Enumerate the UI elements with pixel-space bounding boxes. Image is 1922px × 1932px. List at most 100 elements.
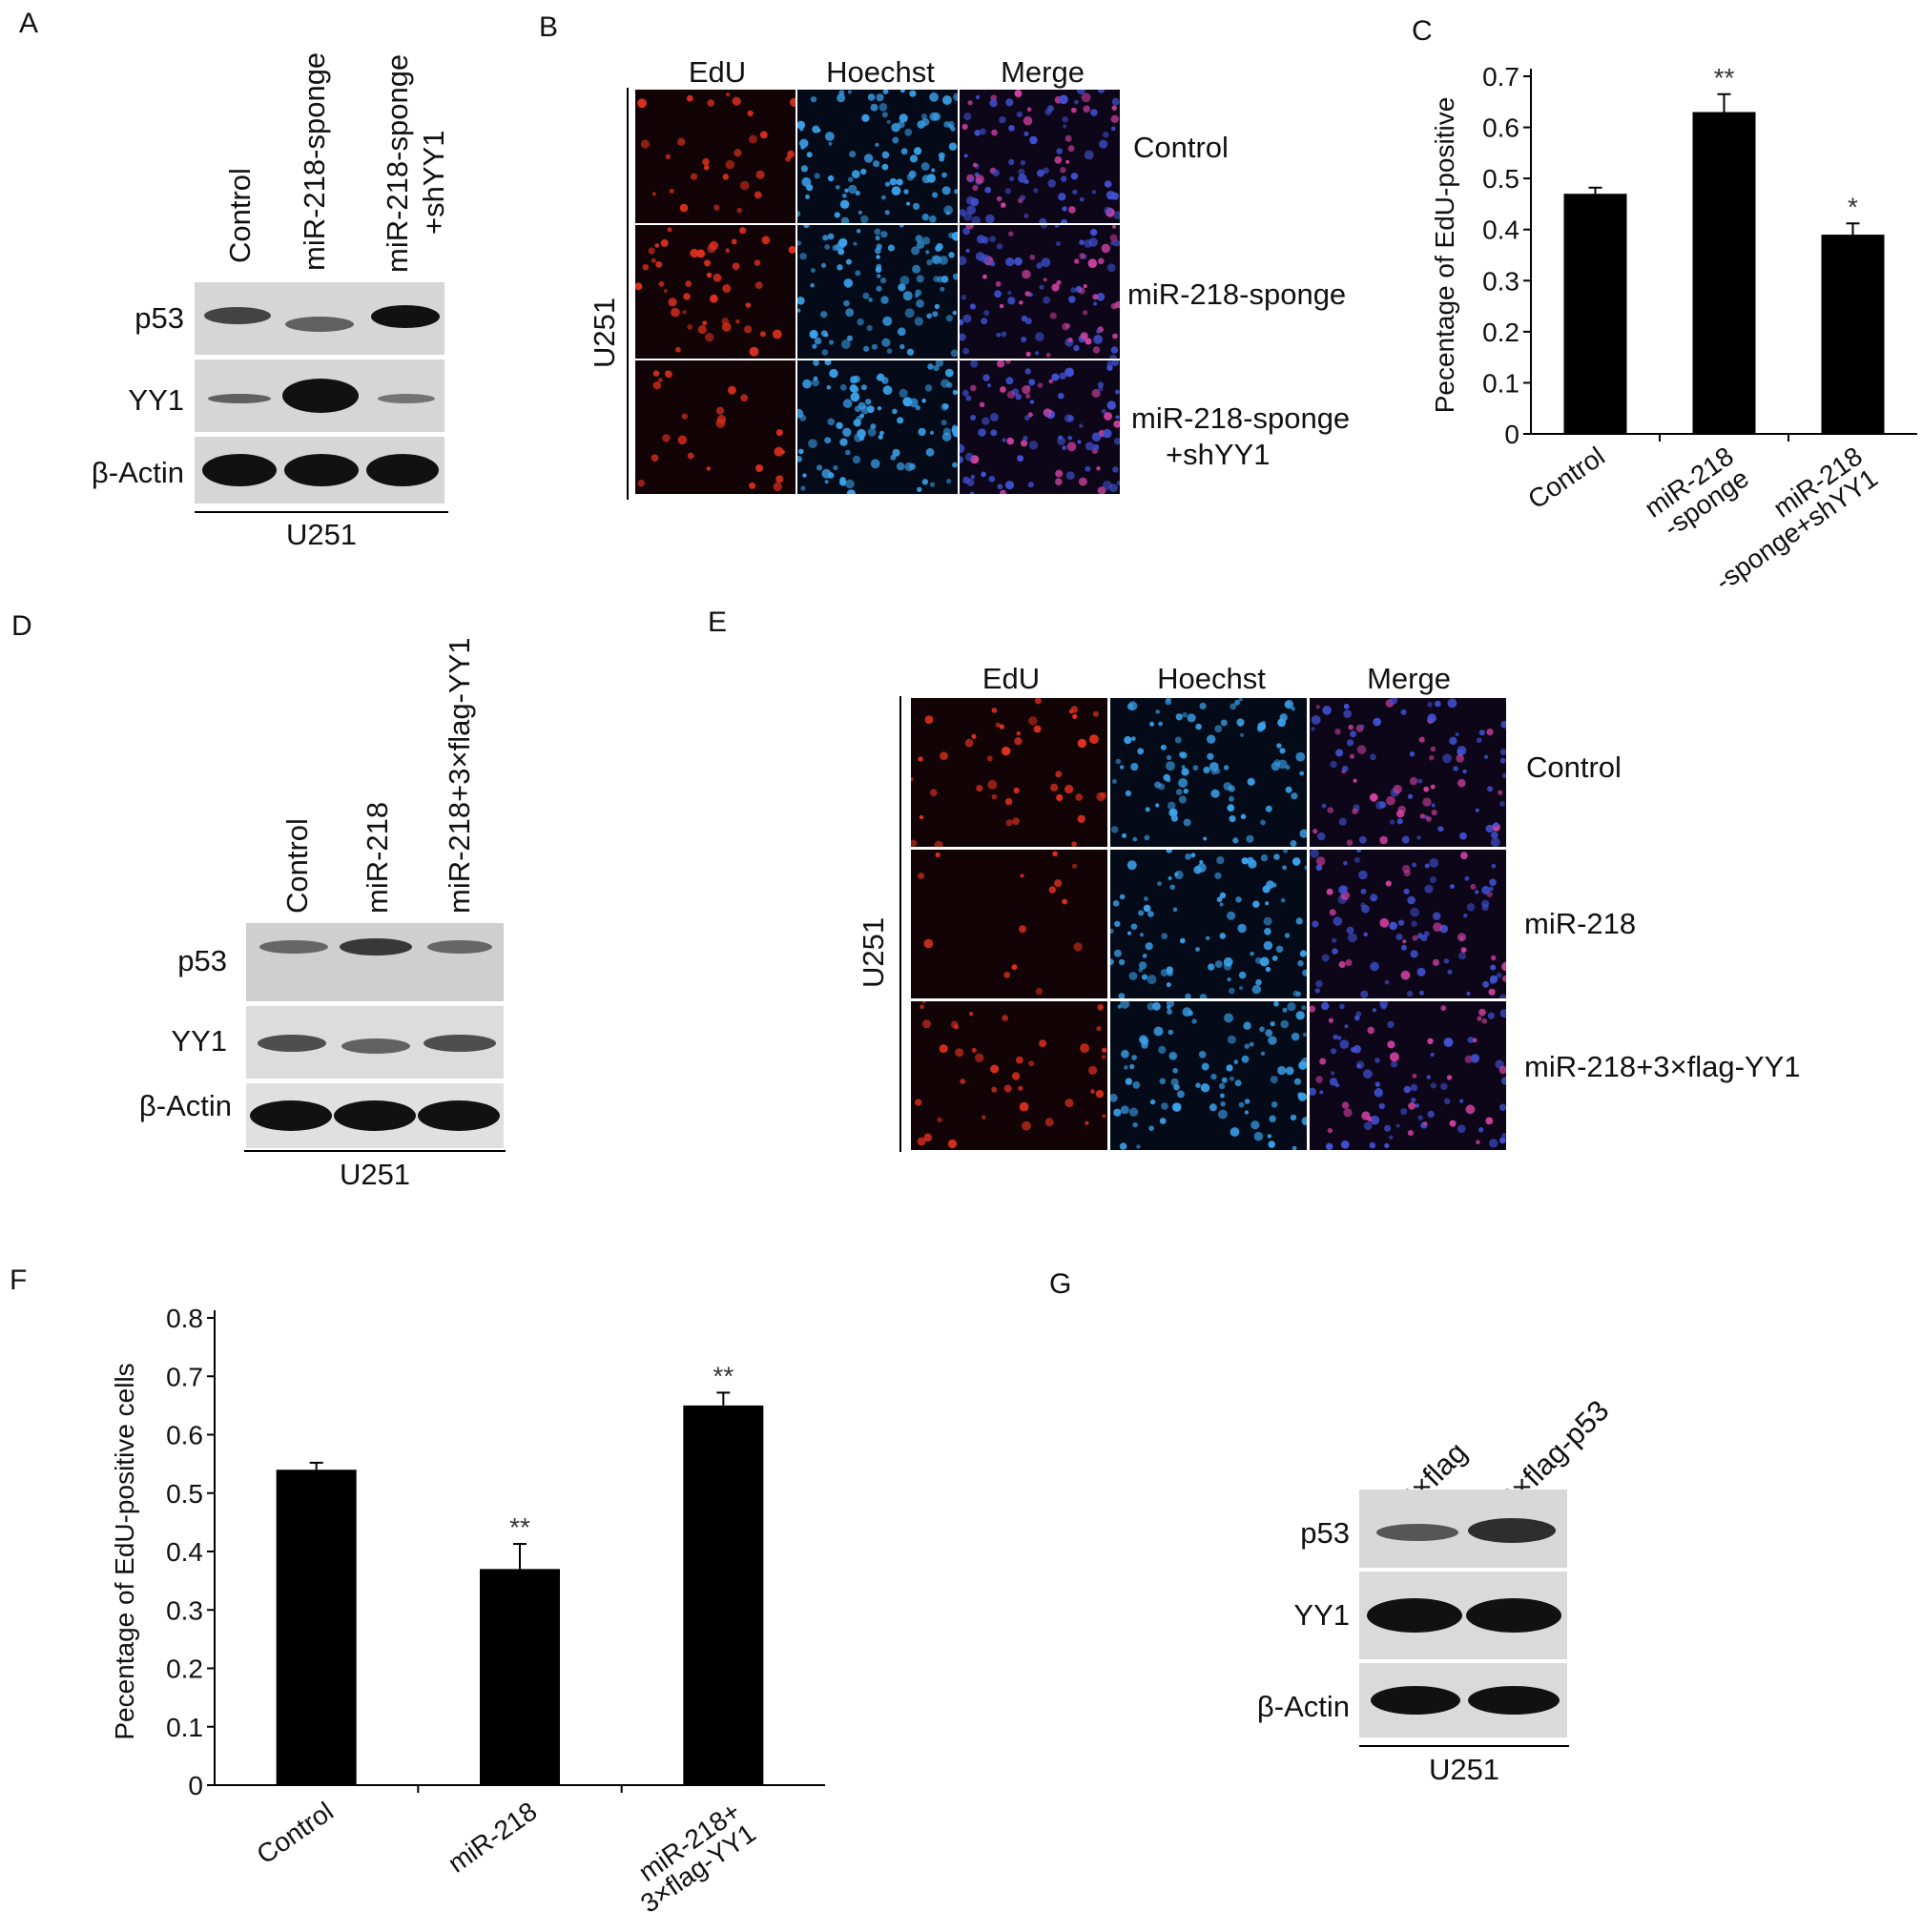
chart-c: 0 0.1 0.2 0.3 0.4 0.5 0.6 0.7 Control ** miR-218-s… bbox=[1430, 62, 1917, 591]
panel-a-letter: A bbox=[19, 8, 39, 39]
x-tick-label: miR-218 bbox=[443, 1797, 542, 1879]
row-label: +shYY1 bbox=[1166, 438, 1271, 471]
blot-strip-p53 bbox=[246, 923, 504, 1001]
y-axis-label: Pecentage of EdU-positive bbox=[1430, 97, 1459, 414]
lane-label: +shYY1 bbox=[417, 130, 450, 235]
column-header: Hoechst bbox=[826, 55, 935, 89]
column-header: Merge bbox=[1367, 662, 1451, 695]
chart-f: 0 0.1 0.2 0.3 0.4 0.5 0.6 0.7 0.8 Control ** miR-21… bbox=[110, 1304, 825, 1919]
micrograph-edu bbox=[911, 850, 1107, 998]
y-tick-label: 0.1 bbox=[166, 1713, 203, 1742]
y-tick-label: 0 bbox=[188, 1771, 203, 1800]
micrograph-edu bbox=[635, 90, 796, 223]
micrograph-merge bbox=[960, 360, 1120, 494]
column-header: Merge bbox=[1001, 55, 1085, 89]
row-label: miR-218 bbox=[1524, 907, 1637, 940]
blot-strip-yy1 bbox=[195, 360, 444, 432]
blot-row-label: β-Actin bbox=[91, 456, 184, 489]
y-tick-label: 0.3 bbox=[1482, 266, 1519, 296]
blot-row-label: p53 bbox=[177, 944, 227, 977]
bar bbox=[1692, 112, 1756, 434]
micrograph-hoechst bbox=[1110, 698, 1307, 847]
blot-row-label: p53 bbox=[134, 301, 184, 335]
y-tick-label: 0.6 bbox=[1482, 113, 1519, 143]
row-label: Control bbox=[1526, 750, 1622, 784]
blot-row-label: β-Actin bbox=[138, 1089, 232, 1122]
bracket-line bbox=[627, 88, 629, 500]
panel-g-letter: G bbox=[1049, 1268, 1072, 1300]
micrograph-merge bbox=[1310, 1001, 1506, 1150]
column-header: EdU bbox=[982, 662, 1041, 695]
significance-marker: * bbox=[1848, 192, 1858, 221]
bar bbox=[1563, 194, 1627, 434]
y-tick-label: 0.3 bbox=[166, 1595, 203, 1625]
x-tick-label: miR-218-sponge bbox=[1639, 442, 1754, 545]
lane-label: miR-218 bbox=[361, 801, 394, 914]
column-header: EdU bbox=[688, 55, 747, 89]
significance-marker: ** bbox=[1714, 63, 1735, 92]
lane-label: miR-218+3×flag-YY1 bbox=[443, 637, 476, 915]
x-tick-label: miR-218+3×flag-YY1 bbox=[620, 1797, 761, 1919]
micrograph-edu bbox=[911, 1001, 1107, 1150]
panel-b-letter: B bbox=[539, 11, 559, 43]
row-label: miR-218+3×flag-YY1 bbox=[1524, 1050, 1801, 1083]
y-tick-label: 0.7 bbox=[166, 1362, 203, 1391]
bar bbox=[480, 1569, 560, 1785]
lane-label: miR-218-sponge bbox=[381, 53, 414, 273]
x-tick-label: Control bbox=[1522, 442, 1610, 515]
micrograph-hoechst bbox=[797, 360, 958, 494]
micrograph-edu bbox=[635, 225, 796, 359]
blot-strip-yy1 bbox=[246, 1006, 504, 1079]
micrograph-edu bbox=[911, 698, 1107, 847]
side-label: U251 bbox=[857, 916, 890, 988]
lane-label: Control bbox=[223, 168, 257, 263]
blot-strip-actin bbox=[1359, 1663, 1567, 1737]
micrograph-merge bbox=[960, 90, 1120, 223]
micrograph-grid bbox=[911, 698, 1506, 1152]
row-label: Control bbox=[1133, 131, 1229, 164]
bar bbox=[276, 1470, 357, 1785]
significance-marker: ** bbox=[509, 1512, 530, 1542]
y-axis-label: Pecentage of EdU-positive cells bbox=[110, 1363, 139, 1739]
blot-strip-actin bbox=[195, 437, 444, 504]
lane-label: Control bbox=[280, 818, 314, 914]
y-tick-label: 0.1 bbox=[1482, 368, 1519, 398]
blot-strip-actin bbox=[246, 1083, 504, 1148]
y-tick-label: 0.4 bbox=[1482, 216, 1519, 245]
cell-line-label: U251 bbox=[1428, 1753, 1500, 1786]
micrograph-hoechst bbox=[797, 225, 958, 359]
cell-line-bar bbox=[244, 1150, 506, 1152]
bar bbox=[1821, 235, 1885, 434]
micrograph-grid bbox=[635, 90, 1124, 496]
micrograph-hoechst bbox=[797, 90, 958, 223]
blot-row-label: YY1 bbox=[128, 383, 184, 417]
cell-line-label: U251 bbox=[285, 518, 358, 551]
significance-marker: ** bbox=[713, 1361, 734, 1390]
blot-row-label: YY1 bbox=[171, 1024, 227, 1058]
side-label: U251 bbox=[588, 297, 621, 368]
blot-strip-yy1 bbox=[1359, 1572, 1567, 1659]
blot-strip-p53 bbox=[1359, 1490, 1567, 1568]
micrograph-merge bbox=[1310, 698, 1506, 847]
y-tick-label: 0.7 bbox=[1482, 62, 1519, 92]
y-tick-label: 0.6 bbox=[166, 1421, 203, 1450]
y-tick-label: 0.4 bbox=[166, 1537, 203, 1567]
lane-label: miR-218-sponge bbox=[298, 51, 331, 271]
micrograph-merge bbox=[960, 225, 1120, 359]
micrograph-edu bbox=[635, 360, 796, 494]
blot-row-label: p53 bbox=[1300, 1516, 1350, 1550]
cell-line-bar bbox=[195, 511, 448, 513]
row-label: miR-218-sponge bbox=[1127, 277, 1347, 311]
cell-line-bar bbox=[1359, 1745, 1569, 1747]
panel-d-letter: D bbox=[11, 610, 32, 642]
y-tick-label: 0.2 bbox=[1482, 318, 1519, 347]
y-tick-label: 0.5 bbox=[1482, 164, 1519, 194]
x-tick-label: Control bbox=[251, 1797, 339, 1870]
panel-c-letter: C bbox=[1412, 15, 1433, 47]
bracket-line bbox=[899, 696, 901, 1152]
blot-strip-p53 bbox=[195, 282, 444, 355]
panel-e-letter: E bbox=[708, 606, 728, 638]
micrograph-hoechst bbox=[1110, 1001, 1307, 1150]
y-tick-label: 0.5 bbox=[166, 1479, 203, 1509]
y-tick-label: 0.8 bbox=[166, 1304, 203, 1333]
